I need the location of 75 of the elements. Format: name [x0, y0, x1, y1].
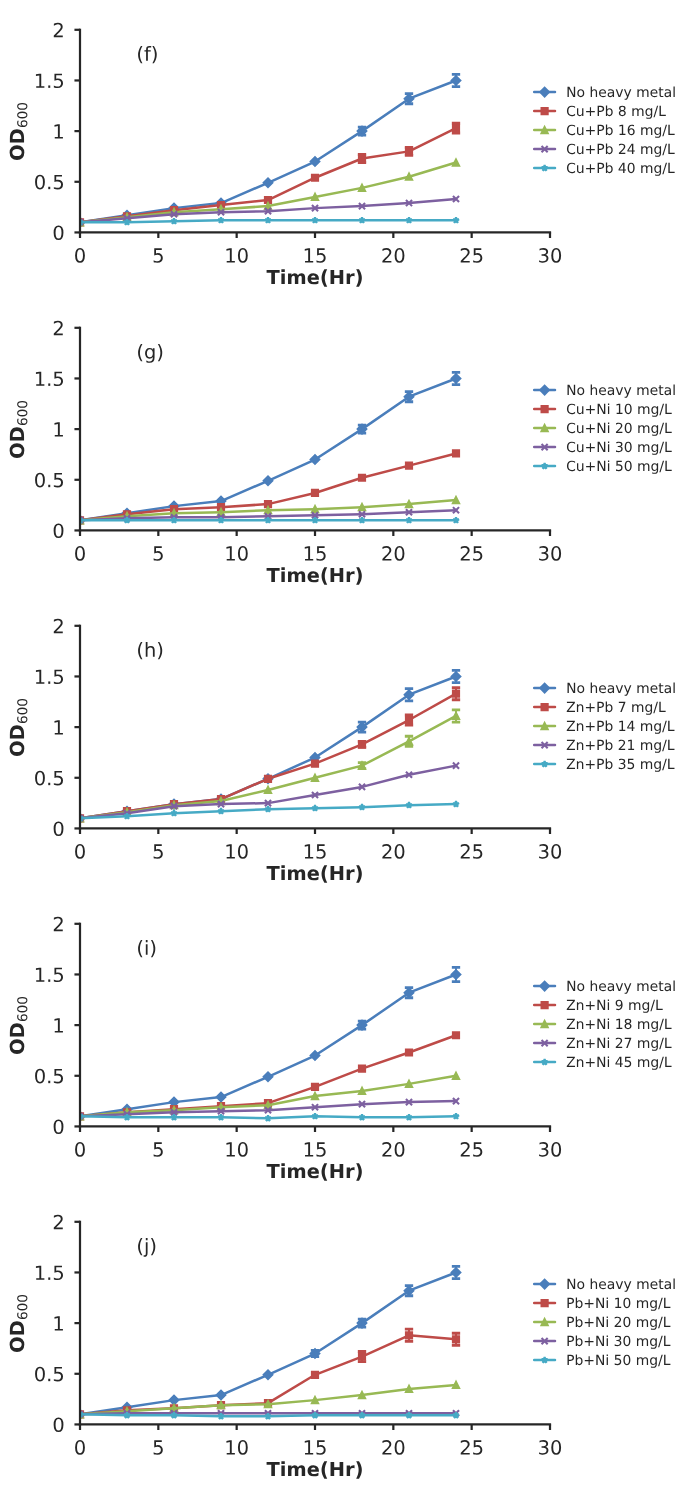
y-tick-label: 0: [53, 1417, 64, 1433]
x-axis-title: Time(Hr): [266, 269, 362, 287]
x-tick-label: 10: [226, 546, 248, 561]
x-tick-label: 30: [539, 248, 562, 263]
x-tick-label: 15: [304, 844, 326, 859]
y-tick-label: 1.5: [35, 967, 64, 983]
y-tick-label: 0: [53, 523, 64, 539]
y-tick-label: 2: [53, 1214, 63, 1230]
text: (f): [138, 46, 157, 64]
x-axis-title: Time(Hr): [266, 865, 362, 883]
x-tick-label: 20: [382, 248, 405, 263]
x-tick-label: 0: [75, 844, 85, 859]
y-tick-label: 2: [53, 916, 63, 932]
x-tick-label: 15: [304, 1142, 326, 1157]
y-tick-label: 0.5: [35, 1068, 64, 1084]
x-tick-label: 25: [460, 844, 483, 859]
y-tick-label: 2: [53, 320, 63, 336]
y-tick-label: 1.5: [35, 669, 64, 685]
y-tick-label: 0.5: [35, 770, 64, 786]
x-tick-label: 30: [539, 546, 562, 561]
y-tick-label: 1: [54, 720, 63, 735]
x-axis-title: Time(Hr): [266, 1461, 362, 1479]
x-tick-label: 0: [75, 1440, 85, 1455]
y-axis-title: OD$_{600}$: [9, 996, 28, 1054]
x-tick-label: 20: [382, 1440, 405, 1455]
x-tick-label: 25: [460, 1142, 483, 1157]
y-tick-label: 0: [53, 1119, 64, 1135]
y-tick-label: 1.5: [35, 371, 64, 387]
y-tick-label: 1: [54, 422, 63, 437]
y-tick-label: 1: [54, 1018, 63, 1033]
y-axis-title: OD$_{600}$: [9, 698, 28, 756]
y-axis-title: OD$_{600}$: [9, 400, 28, 458]
x-tick-label: 10: [226, 248, 248, 263]
x-tick-label: 30: [539, 1440, 562, 1455]
x-tick-label: 5: [153, 844, 163, 859]
y-tick-label: 1: [54, 1316, 63, 1331]
x-tick-label: 5: [153, 546, 163, 561]
x-tick-label: 30: [539, 844, 562, 859]
x-tick-label: 10: [226, 1142, 248, 1157]
y-tick-label: 0.5: [35, 1366, 64, 1382]
x-tick-label: 0: [75, 248, 85, 263]
x-tick-label: 5: [153, 1440, 163, 1455]
x-axis-title: Time(Hr): [266, 1163, 362, 1181]
x-tick-label: 5: [153, 248, 163, 263]
y-tick-label: 1.5: [35, 73, 64, 89]
y-axis-title: OD$_{600}$: [9, 102, 28, 160]
x-tick-label: 15: [304, 248, 326, 263]
x-tick-label: 20: [382, 546, 405, 561]
x-tick-label: 20: [382, 1142, 405, 1157]
x-tick-label: 30: [539, 1142, 562, 1157]
y-tick-label: 0: [53, 821, 64, 837]
y-tick-label: 2: [53, 22, 63, 38]
x-tick-label: 5: [153, 1142, 163, 1157]
y-axis-title: OD$_{600}$: [9, 1294, 28, 1352]
text: (g): [138, 344, 163, 363]
y-tick-label: 1: [54, 124, 63, 139]
y-tick-label: 0: [53, 225, 64, 241]
x-tick-label: 10: [226, 844, 248, 859]
y-tick-label: 0.5: [35, 472, 64, 488]
text: (h): [138, 642, 163, 660]
x-tick-label: 25: [460, 1440, 483, 1455]
x-axis-title: Time(Hr): [266, 567, 362, 585]
x-tick-label: 0: [75, 546, 85, 561]
text: (j): [138, 1238, 156, 1257]
x-tick-label: 25: [460, 248, 483, 263]
x-tick-label: 20: [382, 844, 405, 859]
x-tick-label: 10: [226, 1440, 248, 1455]
x-tick-label: 25: [460, 546, 483, 561]
text: (i): [138, 940, 156, 958]
x-tick-label: 15: [304, 1440, 326, 1455]
x-tick-label: 0: [75, 1142, 85, 1157]
x-tick-label: 15: [304, 546, 326, 561]
y-tick-label: 1.5: [35, 1265, 64, 1281]
y-tick-label: 0.5: [35, 174, 64, 190]
y-tick-label: 2: [53, 618, 63, 634]
